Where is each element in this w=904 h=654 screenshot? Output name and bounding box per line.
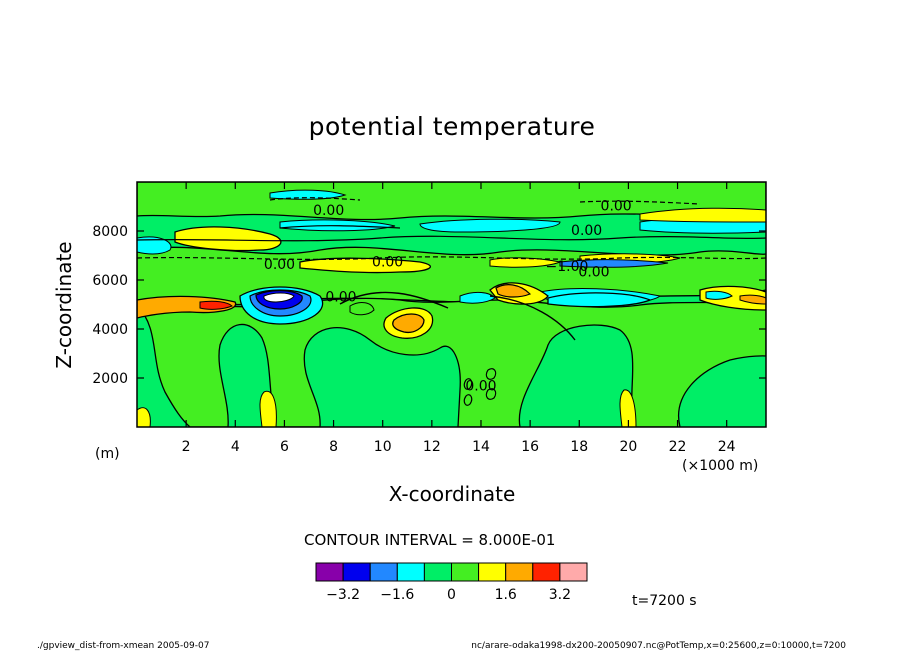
colorbar-swatch <box>315 562 344 582</box>
contour-line <box>339 291 449 309</box>
y-axis-ticks: 2000 4000 6000 8000 <box>92 224 766 387</box>
colorbar-swatch <box>423 562 452 582</box>
contour-label: 0.00 <box>372 255 403 271</box>
footer-right-note: nc/arare-odaka1998-dx200-20050907.nc@Pot… <box>471 641 846 651</box>
contour-region <box>459 291 496 304</box>
colorbar-swatch <box>396 562 425 582</box>
y-tick-label: 4000 <box>92 322 128 338</box>
contour-label: 0.00 <box>578 264 609 280</box>
contour-region <box>739 294 766 305</box>
contour-label: 0.00 <box>465 378 496 394</box>
colorbar-swatch <box>478 562 507 582</box>
y-tick-label: 8000 <box>92 224 128 240</box>
contour-field <box>137 182 766 427</box>
colorbar: −3.2 −1.6 0 1.6 3.2 <box>315 562 588 603</box>
contour-region <box>495 284 532 298</box>
contour-region <box>639 207 766 223</box>
x-axis-unit: (×1000 m) <box>682 458 759 474</box>
colorbar-tick-label: 0 <box>447 587 456 603</box>
contour-region <box>174 226 282 252</box>
contour-region <box>199 300 233 310</box>
contour-label: 0.00 <box>325 290 356 306</box>
plot-frame <box>136 181 767 428</box>
contour-label: 0.00 <box>601 198 632 214</box>
contour-line <box>463 368 497 406</box>
contour-label: −1.00 <box>546 259 589 275</box>
x-tick-label: 2 <box>182 439 191 455</box>
colorbar-swatch <box>532 562 561 582</box>
y-axis-unit: (m) <box>95 446 120 462</box>
contour-region <box>619 389 637 427</box>
colorbar-tick-label: 3.2 <box>549 587 571 603</box>
x-tick-label: 24 <box>718 439 736 455</box>
contour-region <box>349 302 375 316</box>
contour-line <box>137 235 766 242</box>
contour-interval-label: CONTOUR INTERVAL = 8.000E-01 <box>304 531 556 549</box>
time-label: t=7200 s <box>632 593 697 609</box>
contour-line <box>489 295 576 341</box>
contour-region <box>137 246 766 306</box>
colorbar-tick-label: −1.6 <box>380 587 414 603</box>
contour-line <box>269 197 701 205</box>
contour-labels: 0.00 0.000.000.00 0.00 −1.000.000.000.00 <box>264 198 632 394</box>
x-tick-label: 12 <box>423 439 441 455</box>
contour-region <box>137 407 151 427</box>
contour-region <box>269 189 347 200</box>
contour-region <box>263 292 295 303</box>
x-tick-label: 6 <box>280 439 289 455</box>
x-tick-label: 16 <box>521 439 539 455</box>
x-tick-label: 22 <box>669 439 687 455</box>
contour-region <box>137 236 172 255</box>
contour-label: 0.00 <box>264 257 295 273</box>
colorbar-swatch <box>451 562 480 582</box>
contour-region <box>419 218 561 233</box>
colorbar-swatch <box>559 562 588 582</box>
contour-region <box>547 292 652 308</box>
contour-label: 0.00 <box>313 203 344 219</box>
contour-line <box>279 225 401 229</box>
contour-region <box>392 313 425 334</box>
x-tick-label: 20 <box>619 439 637 455</box>
y-tick-label: 6000 <box>92 273 128 289</box>
contour-region <box>259 390 277 427</box>
chart-title: potential temperature <box>308 112 596 141</box>
contour-label: 0.00 <box>571 223 602 239</box>
colorbar-swatch <box>369 562 398 582</box>
x-tick-label: 14 <box>472 439 490 455</box>
colorbar-tick-label: −3.2 <box>326 587 360 603</box>
colorbar-tick-label: 1.6 <box>495 587 517 603</box>
x-tick-label: 4 <box>231 439 240 455</box>
x-axis-ticks: 2 4 6 8 10 12 14 16 18 20 22 24 <box>182 182 736 455</box>
x-tick-label: 18 <box>570 439 588 455</box>
x-axis-label: X-coordinate <box>388 482 516 506</box>
colorbar-swatch <box>342 562 371 582</box>
contour-region <box>299 257 432 274</box>
y-tick-label: 2000 <box>92 371 128 387</box>
footer-left-note: ./gpview_dist-from-xmean 2005-09-07 <box>37 641 210 651</box>
contour-region <box>559 259 669 268</box>
contour-region <box>705 290 733 300</box>
x-tick-label: 10 <box>374 439 392 455</box>
contour-line <box>137 256 766 261</box>
x-tick-label: 8 <box>329 439 338 455</box>
colorbar-swatch <box>505 562 534 582</box>
